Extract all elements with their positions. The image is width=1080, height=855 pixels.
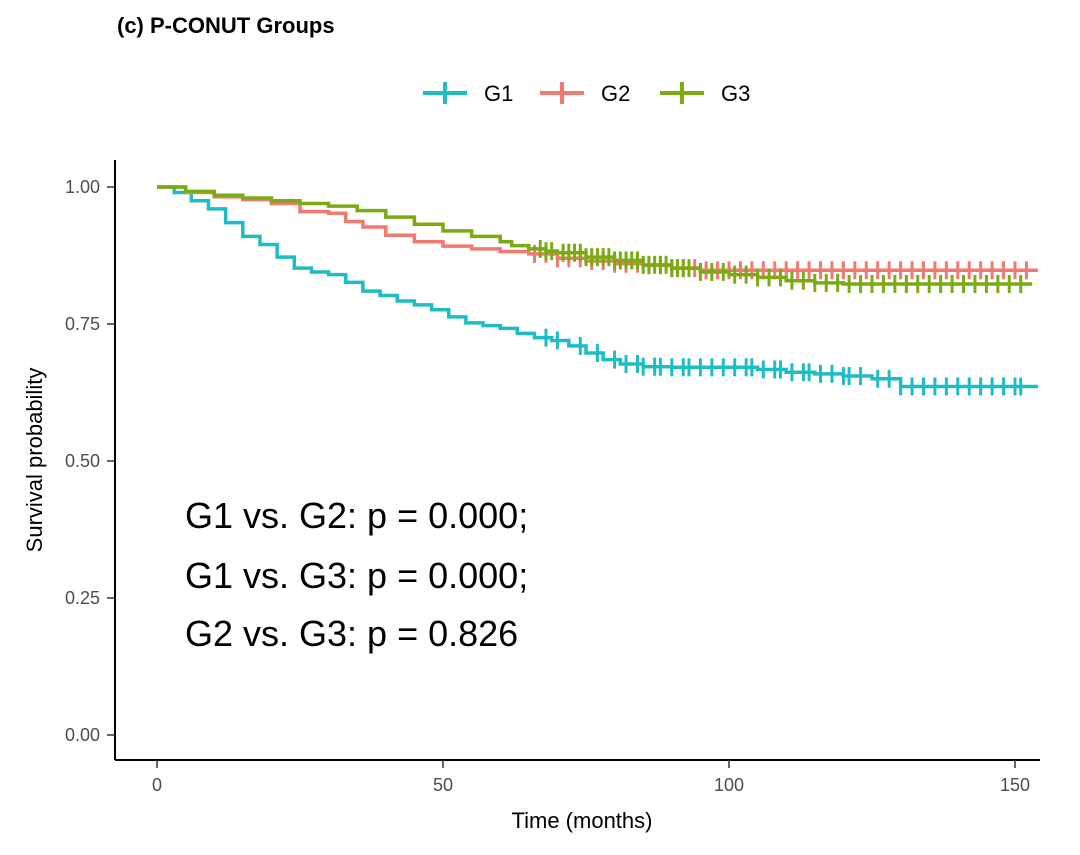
legend: G1 G2 G3 [423,81,750,106]
x-tick-label-0: 0 [152,775,162,795]
x-tick-label-150: 150 [1000,775,1030,795]
y-axis-title: Survival probability [22,368,47,553]
y-tick-label-0.75: 0.75 [65,314,100,334]
p-value-annotation-3: G2 vs. G3: p = 0.826 [185,613,518,654]
y-tick-label-0.25: 0.25 [65,588,100,608]
survival-curve-G3 [157,185,1033,286]
series-layer [157,185,1038,396]
x-ticks: 0 50 100 150 [152,760,1030,795]
p-value-annotations: G1 vs. G2: p = 0.000; G1 vs. G3: p = 0.0… [185,495,528,654]
series-G3 [157,185,1033,293]
y-ticks: 0.00 0.25 0.50 0.75 1.00 [65,177,115,745]
p-value-annotation-2: G1 vs. G3: p = 0.000; [185,555,528,596]
x-tick-label-100: 100 [714,775,744,795]
p-value-annotation-1: G1 vs. G2: p = 0.000; [185,495,528,536]
y-tick-label-0.00: 0.00 [65,725,100,745]
chart-title: (c) P-CONUT Groups [117,13,335,38]
legend-label-G2: G2 [601,81,630,106]
y-tick-label-0.50: 0.50 [65,451,100,471]
y-tick-label-1.00: 1.00 [65,177,100,197]
series-G1 [157,185,1038,396]
x-axis-title: Time (months) [512,808,653,833]
x-tick-label-50: 50 [433,775,453,795]
plot-area: 0 50 100 150 0.00 0.25 0.50 0.75 1.00 [65,160,1040,795]
legend-label-G1: G1 [484,81,513,106]
legend-label-G3: G3 [721,81,750,106]
